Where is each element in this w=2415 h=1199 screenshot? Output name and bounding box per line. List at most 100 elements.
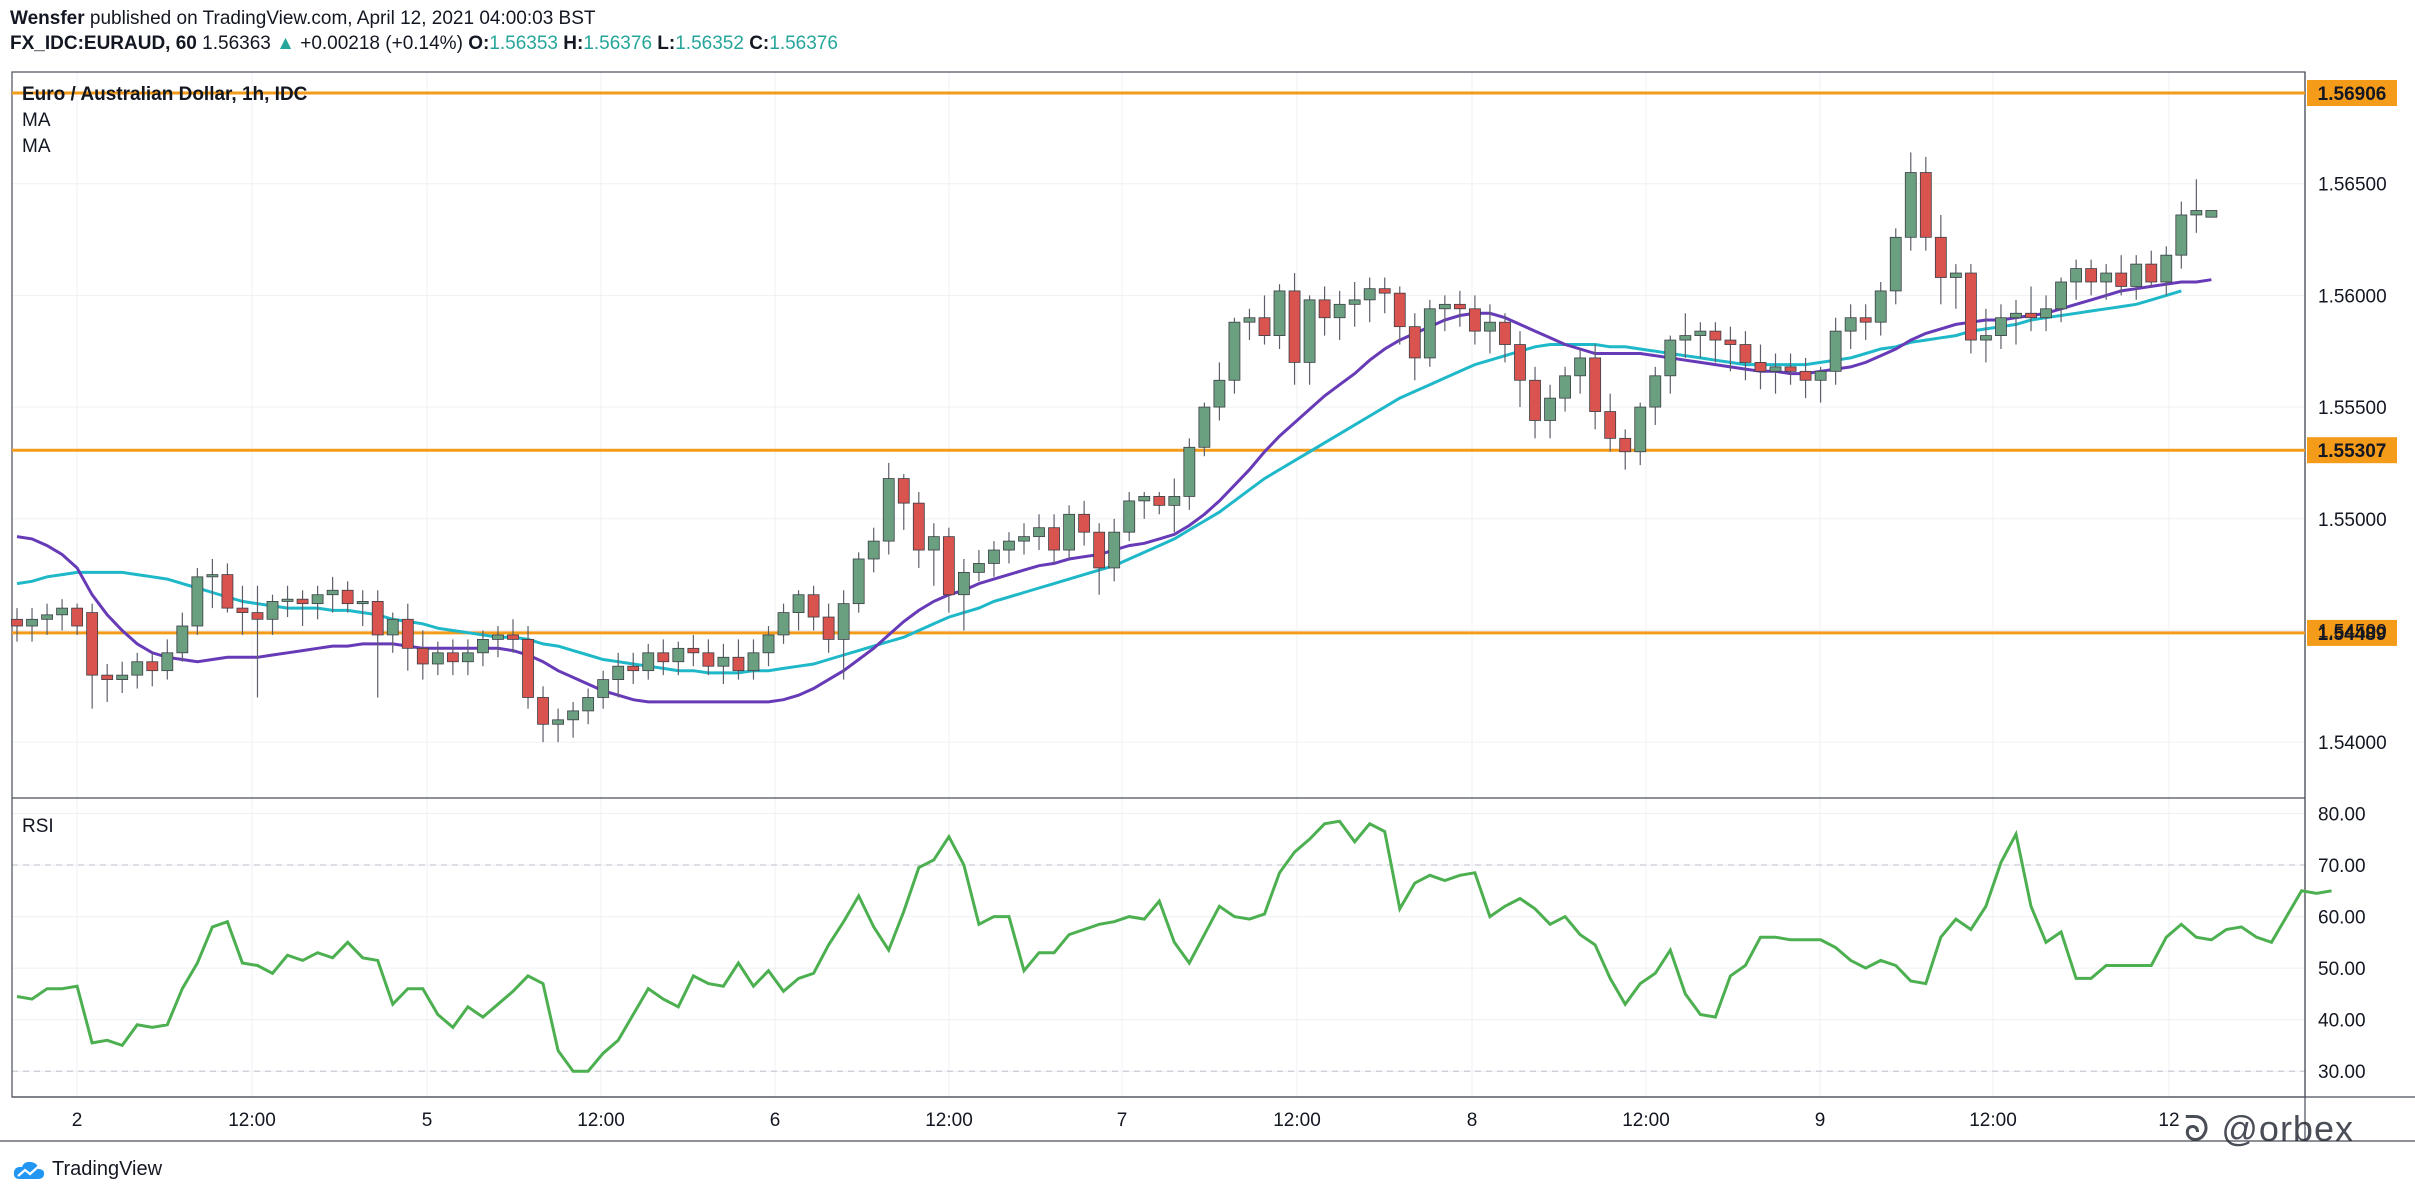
candle-down — [296, 598, 309, 605]
candle-up — [2070, 268, 2083, 283]
candle-down — [1859, 317, 1872, 323]
candle-up — [957, 571, 970, 596]
candle-up — [56, 607, 68, 616]
candle-up — [973, 563, 985, 573]
candle-down — [1934, 236, 1947, 278]
candle-down — [1514, 344, 1526, 381]
published-text: published on TradingView.com, April 12, … — [89, 8, 596, 29]
ma-slow-line — [16, 289, 2182, 675]
ma-fast-line — [16, 278, 2212, 704]
rsi-legend[interactable]: RSI — [22, 816, 54, 837]
price-tick-label: 1.54000 — [2318, 733, 2387, 754]
time-tick-label: 12:00 — [577, 1110, 625, 1131]
candle-up — [386, 618, 399, 636]
price-change: +0.00218 (+0.14%) — [300, 33, 463, 54]
candle-up — [41, 614, 53, 620]
candle-up — [266, 601, 279, 620]
candle-down — [1784, 366, 1797, 372]
candle-up — [1183, 446, 1196, 497]
candle-down — [822, 616, 835, 640]
candle-up — [867, 540, 880, 560]
candle-up — [2175, 214, 2188, 256]
candle-down — [11, 618, 23, 627]
candle-up — [2130, 263, 2143, 287]
candle-down — [146, 661, 159, 672]
candle-down — [401, 618, 414, 649]
ma-slow-legend[interactable]: MA — [22, 136, 51, 157]
candle-up — [1348, 299, 1361, 305]
candle-up — [672, 647, 685, 663]
candle-up — [1844, 317, 1857, 332]
candle-down — [897, 478, 910, 504]
time-tick-label: 12 — [2158, 1110, 2179, 1131]
candle-up — [597, 679, 610, 698]
candle-up — [642, 652, 655, 672]
candle-down — [1408, 326, 1421, 359]
candle-up — [927, 536, 940, 551]
chart-title[interactable]: Euro / Australian Dollar, 1h, IDC — [22, 84, 308, 105]
candle-down — [1589, 357, 1602, 412]
candle-up — [161, 652, 174, 672]
candle-up — [1814, 370, 1827, 381]
candle-up — [1123, 500, 1136, 533]
candle-down — [732, 656, 745, 672]
candle-down — [236, 607, 249, 613]
candle-up — [2190, 210, 2203, 216]
candle-down — [71, 607, 84, 627]
candle-up — [1213, 379, 1226, 408]
candle-down — [86, 612, 99, 676]
candle-up — [326, 589, 339, 596]
candle-down — [1153, 496, 1166, 506]
candle-down — [1378, 288, 1391, 294]
candle-down — [221, 574, 234, 609]
candle-up — [26, 618, 38, 627]
candle-up — [2100, 272, 2113, 283]
candle-down — [942, 536, 955, 596]
symbol-name[interactable]: FX_IDC:EURAUD, 60 — [10, 33, 197, 54]
candle-down — [1499, 321, 1511, 345]
horizontal-levels: 1.56906 1.55307 1.54489 — [12, 79, 2397, 646]
candle-up — [431, 652, 444, 665]
candle-up — [1679, 335, 1692, 341]
ma-fast-legend[interactable]: MA — [22, 110, 51, 131]
candle-up — [1228, 321, 1241, 381]
candle-up — [2160, 254, 2173, 283]
level-price-label: 1.55307 — [2318, 441, 2387, 462]
watermark-text: @orbex — [2221, 1108, 2354, 1149]
candle-down — [657, 652, 670, 663]
candle-down — [1799, 370, 1812, 381]
candle-down — [702, 652, 715, 667]
rsi-tick-label: 50.00 — [2318, 959, 2366, 980]
candle-up — [131, 661, 144, 676]
publish-info: Wensfer published on TradingView.com, Ap… — [10, 8, 596, 30]
candle-down — [1078, 513, 1091, 533]
publisher-name[interactable]: Wensfer — [10, 8, 85, 29]
rsi-tick-label: 80.00 — [2318, 804, 2366, 825]
candle-up — [1949, 272, 1962, 278]
candle-up — [582, 697, 595, 712]
candle-up — [2205, 210, 2218, 218]
candle-down — [1393, 292, 1406, 328]
candle-up — [612, 665, 625, 681]
time-tick-label: 12:00 — [925, 1110, 973, 1131]
high-label: H: — [563, 33, 584, 54]
candle-up — [176, 625, 189, 654]
low-value: 1.56352 — [675, 33, 744, 54]
candle-down — [807, 594, 820, 618]
candle-up — [2040, 308, 2052, 319]
rsi-tick-label: 60.00 — [2318, 908, 2366, 929]
candle-down — [537, 697, 549, 725]
candle-down — [1754, 361, 1767, 372]
candle-down — [1048, 527, 1060, 551]
candle-up — [477, 638, 489, 654]
candle-up — [1063, 513, 1075, 551]
tradingview-brand[interactable]: TradingView — [12, 1158, 162, 1181]
price-tick-label: 1.56500 — [2318, 175, 2387, 196]
price-tick-label: 1.55500 — [2318, 398, 2387, 419]
candle-down — [1288, 290, 1301, 363]
candle-up — [1363, 288, 1376, 301]
candle-down — [2025, 312, 2037, 319]
time-tick-label: 12:00 — [1273, 1110, 1321, 1131]
candle-down — [1529, 379, 1541, 421]
